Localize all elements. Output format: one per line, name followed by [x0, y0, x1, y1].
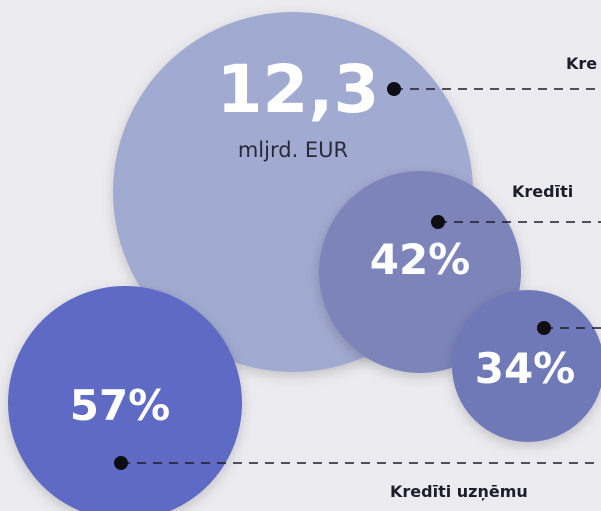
label: Kredīti: [512, 182, 573, 201]
connector-dot: [537, 321, 551, 335]
label: Kre: [566, 54, 597, 73]
connector-dot: [431, 215, 445, 229]
connector-dot: [387, 82, 401, 96]
bubble-value: 57%: [70, 381, 171, 430]
connector-dot: [114, 456, 128, 470]
label: Kredīti uzņēmu: [390, 482, 528, 501]
bubble-left: [8, 286, 242, 511]
connectors: [121, 88, 601, 464]
bubble-unit: mljrd. EUR: [238, 138, 348, 162]
bubble-value: 34%: [475, 344, 576, 393]
bubble-value: 12,3: [217, 51, 380, 128]
bubble-value: 42%: [370, 235, 471, 284]
